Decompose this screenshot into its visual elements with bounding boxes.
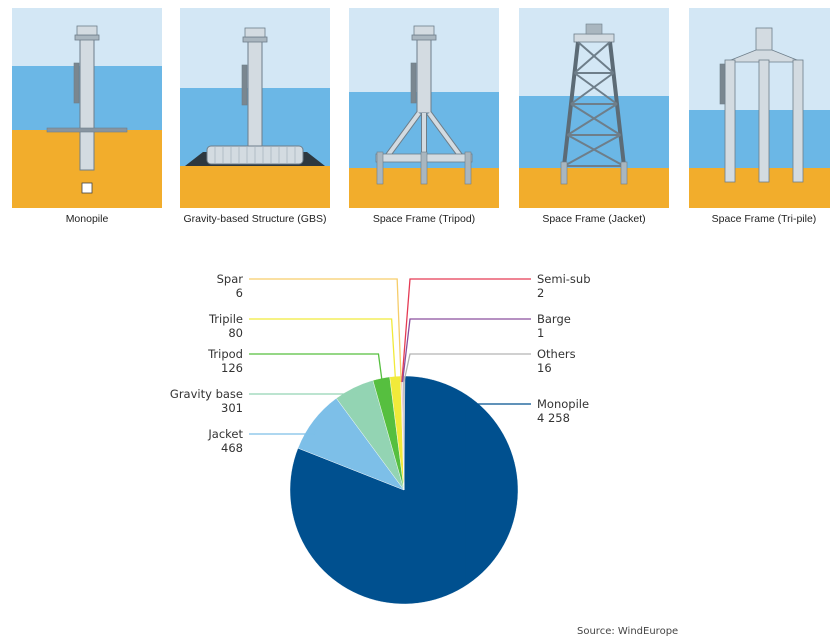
leader-line — [249, 318, 397, 383]
jacket-pile — [560, 161, 568, 185]
foundation-panel-jacket: Space Frame (Jacket) — [519, 8, 669, 230]
pie-label-value: 468 — [221, 441, 243, 455]
tripile-pile — [792, 59, 804, 183]
sky — [519, 8, 669, 96]
panel-label: Space Frame (Jacket) — [542, 213, 645, 225]
foundation-panel-monopile: Monopile — [12, 8, 162, 230]
pie-label-value: 126 — [221, 361, 243, 375]
panel-caption-bg — [349, 208, 499, 230]
tower — [416, 37, 432, 114]
jacket-brace — [570, 72, 618, 105]
boat-landing — [719, 63, 726, 105]
platform — [74, 34, 100, 41]
foundation-panel-gbs: Gravity-based Structure (GBS) — [180, 8, 330, 230]
tripile-pile — [758, 59, 770, 183]
pile-tip — [81, 182, 93, 194]
leader-line — [249, 353, 384, 385]
pie-label-name: Gravity base — [170, 387, 243, 401]
source-note: Source: WindEurope — [577, 626, 678, 637]
pie-label-name: Spar — [217, 272, 244, 286]
pie-label-name: Jacket — [207, 427, 243, 441]
boat-landing — [241, 64, 248, 106]
jacket-deck — [573, 33, 615, 43]
panel-caption-bg — [180, 208, 330, 230]
pie-label-value: 2 — [537, 286, 544, 300]
panel-label: Gravity-based Structure (GBS) — [184, 213, 327, 225]
leader-line — [249, 392, 357, 395]
pie-label-value: 301 — [221, 401, 243, 415]
tripod-braces-fill — [384, 111, 464, 160]
leader-line — [401, 278, 531, 383]
leader-line — [401, 318, 531, 383]
pie-label-name: Semi-sub — [537, 272, 591, 286]
tower-top — [413, 25, 435, 36]
leader-line — [249, 278, 402, 383]
tower — [79, 37, 95, 171]
pie-slice-monopile — [289, 375, 519, 605]
seabed — [519, 168, 669, 208]
tower-top — [244, 27, 266, 38]
tripile-pile — [724, 59, 736, 183]
pie-label-name: Barge — [537, 312, 571, 326]
leader-line — [464, 403, 531, 580]
tripod-pile — [464, 151, 472, 185]
jacket-brace — [563, 134, 625, 167]
tripod-pile — [420, 151, 428, 185]
scour-protection — [46, 127, 128, 133]
pie-label-name: Others — [537, 347, 576, 361]
tower — [247, 39, 263, 149]
panel-label: Space Frame (Tripod) — [373, 213, 475, 225]
pie-label-value: 80 — [228, 326, 243, 340]
foundation-panel-tripod: Space Frame (Tripod) — [349, 8, 499, 230]
foundation-panels: Monopile Gravity-based Structure (GBS) Spa… — [12, 8, 830, 230]
jacket-transition — [585, 23, 603, 35]
pie-label-name: Monopile — [537, 397, 589, 411]
platform — [411, 34, 437, 41]
panel-label: Space Frame (Tri-pile) — [712, 213, 817, 225]
pie-label-value: 16 — [537, 361, 552, 375]
foundation-panel-tripile: Space Frame (Tri-pile) — [689, 8, 830, 230]
panel-caption-bg — [519, 208, 669, 230]
boat-landing — [410, 62, 417, 104]
pie-chart — [289, 375, 519, 605]
pie-label-name: Tripile — [208, 312, 243, 326]
panel-label: Monopile — [66, 213, 109, 225]
panel-caption-bg — [689, 208, 830, 230]
pie-label-value: 1 — [537, 326, 544, 340]
jacket-pile — [620, 161, 628, 185]
jacket-brace — [566, 103, 622, 136]
pie-label-name: Tripod — [207, 347, 243, 361]
tripod-pile — [376, 151, 384, 185]
platform — [242, 36, 268, 43]
panel-caption-bg — [12, 208, 162, 230]
leader-line — [403, 353, 531, 383]
seabed — [180, 166, 330, 208]
sea — [519, 96, 669, 168]
jacket-brace — [573, 41, 615, 74]
pie-label-value: 4 258 — [537, 411, 570, 425]
pie-label-value: 6 — [236, 286, 243, 300]
leader-line — [249, 423, 319, 435]
tower-top — [76, 25, 98, 36]
tripile-crossbeam — [725, 49, 803, 63]
boat-landing — [73, 62, 80, 104]
